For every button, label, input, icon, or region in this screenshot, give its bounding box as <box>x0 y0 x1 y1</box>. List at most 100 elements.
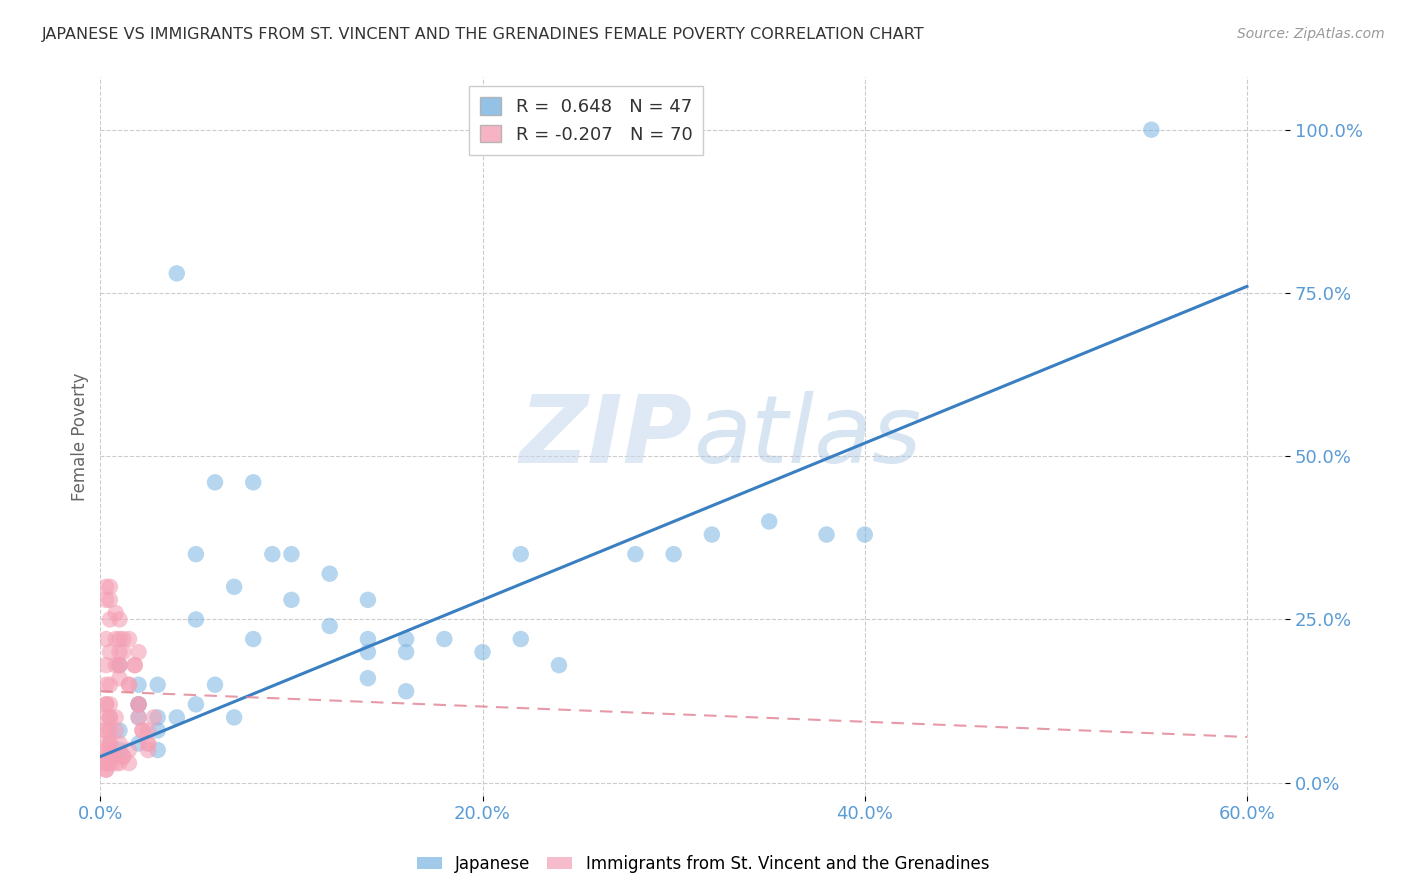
Point <box>98 592 121 607</box>
Point <box>108 723 131 738</box>
Point <box>98 756 121 771</box>
Point <box>108 756 131 771</box>
Point <box>395 645 418 659</box>
Point <box>118 756 141 771</box>
Point <box>509 547 531 561</box>
Point <box>184 612 207 626</box>
Point <box>242 632 264 646</box>
Text: ZIP: ZIP <box>520 391 693 483</box>
Point <box>108 612 131 626</box>
Point <box>146 723 169 738</box>
Point <box>118 632 141 646</box>
Point <box>94 723 117 738</box>
Point <box>131 723 153 738</box>
Point <box>98 612 121 626</box>
Point <box>94 737 117 751</box>
Point <box>112 749 135 764</box>
Point <box>136 743 159 757</box>
Text: atlas: atlas <box>693 391 921 482</box>
Point <box>166 266 188 280</box>
Point <box>136 737 159 751</box>
Point <box>94 756 117 771</box>
Point <box>104 723 127 738</box>
Point <box>131 723 153 738</box>
Point <box>94 763 117 777</box>
Point <box>136 737 159 751</box>
Point <box>118 743 141 757</box>
Point <box>853 527 876 541</box>
Point <box>98 737 121 751</box>
Point <box>224 580 246 594</box>
Point <box>98 710 121 724</box>
Point <box>136 723 159 738</box>
Point <box>118 678 141 692</box>
Point <box>98 749 121 764</box>
Point <box>112 632 135 646</box>
Point <box>700 527 723 541</box>
Point <box>98 749 121 764</box>
Point <box>128 645 150 659</box>
Point <box>128 698 150 712</box>
Point <box>509 632 531 646</box>
Point <box>98 737 121 751</box>
Point <box>94 749 117 764</box>
Point <box>98 749 121 764</box>
Point <box>204 475 226 490</box>
Point <box>357 671 380 685</box>
Point <box>104 606 127 620</box>
Point <box>146 710 169 724</box>
Point <box>471 645 494 659</box>
Point <box>108 658 131 673</box>
Point <box>94 678 117 692</box>
Point <box>98 678 121 692</box>
Point <box>94 698 117 712</box>
Point <box>108 658 131 673</box>
Point <box>108 671 131 685</box>
Point <box>262 547 284 561</box>
Point <box>146 743 169 757</box>
Point <box>204 678 226 692</box>
Point <box>624 547 647 561</box>
Point <box>98 698 121 712</box>
Point <box>94 756 117 771</box>
Point <box>98 580 121 594</box>
Point <box>108 632 131 646</box>
Point <box>758 515 780 529</box>
Point <box>104 710 127 724</box>
Point <box>166 710 188 724</box>
Legend: R =  0.648   N = 47, R = -0.207   N = 70: R = 0.648 N = 47, R = -0.207 N = 70 <box>468 87 703 155</box>
Text: JAPANESE VS IMMIGRANTS FROM ST. VINCENT AND THE GRENADINES FEMALE POVERTY CORREL: JAPANESE VS IMMIGRANTS FROM ST. VINCENT … <box>42 27 925 42</box>
Point <box>280 592 302 607</box>
Point <box>94 743 117 757</box>
Point <box>128 698 150 712</box>
Point <box>94 658 117 673</box>
Point <box>662 547 685 561</box>
Point <box>357 592 380 607</box>
Point <box>142 710 165 724</box>
Point <box>128 710 150 724</box>
Point <box>184 547 207 561</box>
Point <box>280 547 302 561</box>
Point <box>112 645 135 659</box>
Point <box>128 678 150 692</box>
Point <box>108 645 131 659</box>
Y-axis label: Female Poverty: Female Poverty <box>72 373 89 500</box>
Point <box>104 632 127 646</box>
Point <box>1140 122 1163 136</box>
Point <box>108 743 131 757</box>
Point <box>124 658 146 673</box>
Point <box>395 632 418 646</box>
Point <box>108 737 131 751</box>
Point <box>94 592 117 607</box>
Point <box>548 658 571 673</box>
Point <box>128 710 150 724</box>
Point <box>146 678 169 692</box>
Point <box>98 645 121 659</box>
Legend: Japanese, Immigrants from St. Vincent and the Grenadines: Japanese, Immigrants from St. Vincent an… <box>411 848 995 880</box>
Point <box>318 619 340 633</box>
Text: Source: ZipAtlas.com: Source: ZipAtlas.com <box>1237 27 1385 41</box>
Point <box>94 710 117 724</box>
Point <box>98 723 121 738</box>
Point <box>128 737 150 751</box>
Point <box>94 580 117 594</box>
